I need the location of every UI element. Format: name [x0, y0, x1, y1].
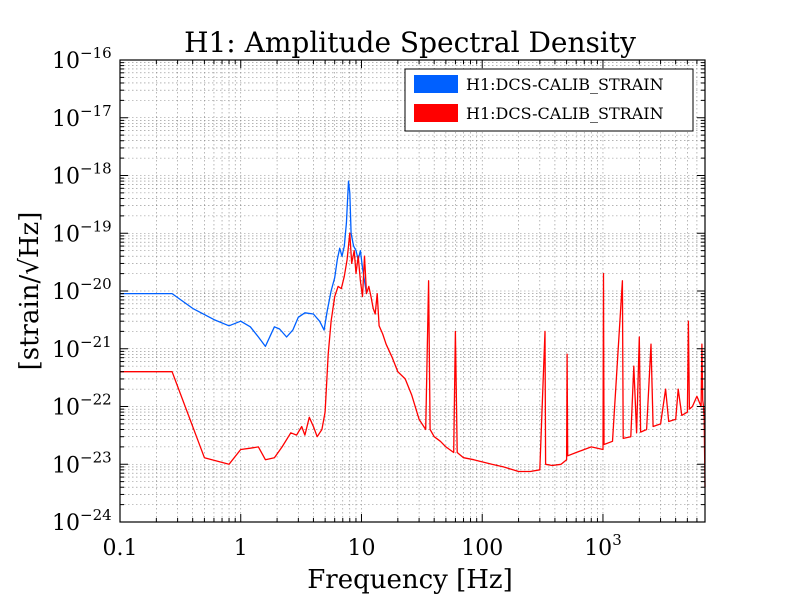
- x-tick-label: 103: [584, 531, 622, 561]
- x-tick-label: 100: [461, 536, 503, 561]
- x-tick-label: 10: [347, 536, 375, 561]
- y-tick-label: 10−19: [52, 217, 112, 247]
- y-tick-label: 10−17: [52, 102, 112, 132]
- series-layer: [120, 180, 706, 488]
- y-tick-labels: 10−24 10−23 10−22 10−21 10−20 10−19 10−18 10−17…: [52, 44, 112, 536]
- x-tick-labels: 0.1 1 10 100 103: [103, 531, 622, 561]
- tick-marks: [119, 59, 706, 523]
- legend-swatch-series-2: [414, 104, 458, 122]
- y-axis-label: [strain/√Hz]: [15, 212, 45, 371]
- y-tick-label: 10−16: [52, 44, 112, 74]
- y-tick-label: 10−23: [52, 448, 112, 478]
- y-tick-label: 10−20: [52, 275, 112, 305]
- legend-swatch-series-1: [414, 75, 458, 93]
- x-tick-label: 0.1: [103, 536, 138, 561]
- y-tick-label: 10−22: [52, 391, 112, 421]
- legend-label-series-2: H1:DCS-CALIB_STRAIN: [466, 104, 664, 123]
- chart-title: H1: Amplitude Spectral Density: [184, 26, 636, 59]
- series-line-1: [120, 180, 368, 348]
- legend-label-series-1: H1:DCS-CALIB_STRAIN: [466, 75, 664, 94]
- legend: H1:DCS-CALIB_STRAIN H1:DCS-CALIB_STRAIN: [404, 68, 694, 132]
- y-tick-label: 10−18: [52, 160, 112, 190]
- series-line-2: [120, 232, 706, 488]
- y-tick-label: 10−24: [52, 506, 112, 536]
- y-tick-label: 10−21: [52, 333, 112, 363]
- x-tick-label: 1: [234, 536, 248, 561]
- x-axis-label: Frequency [Hz]: [307, 565, 513, 595]
